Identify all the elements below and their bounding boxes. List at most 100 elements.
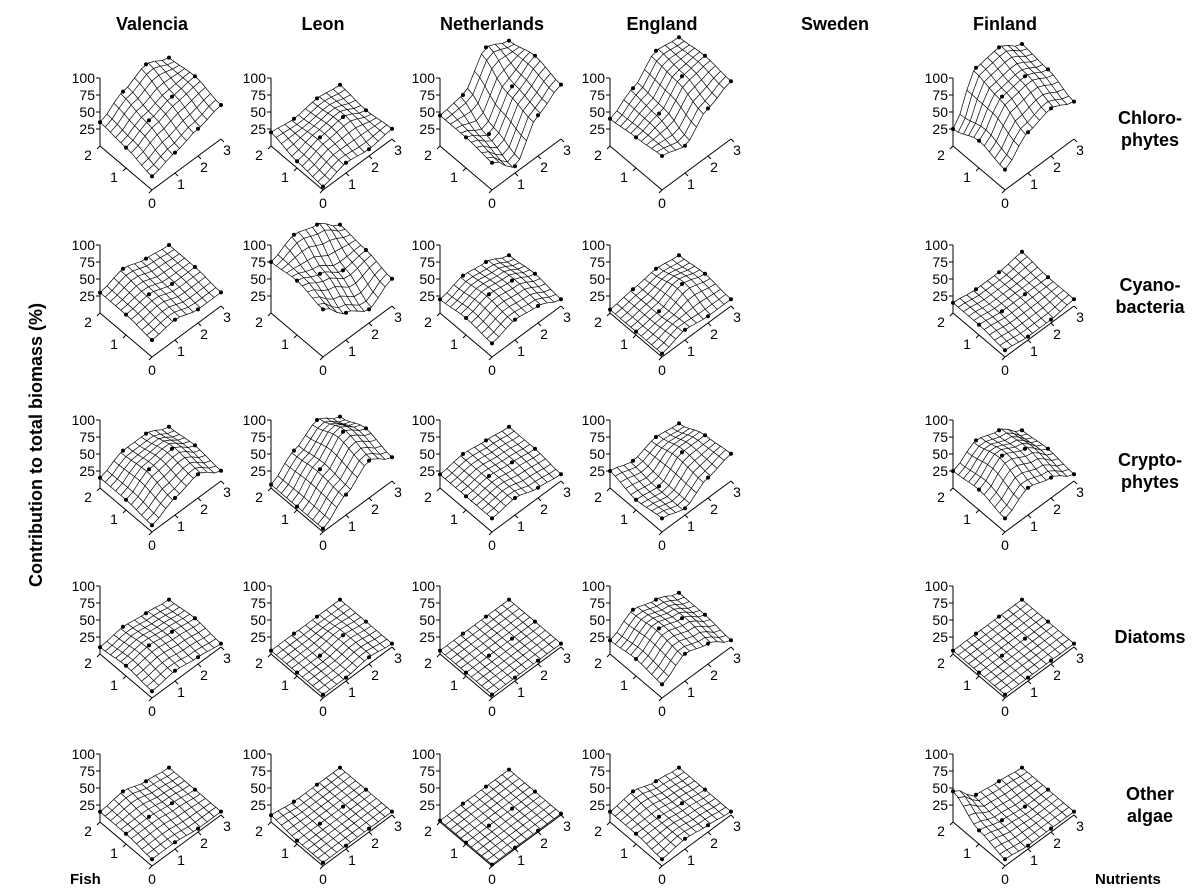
data-point <box>997 779 1001 784</box>
data-point <box>321 184 325 189</box>
surface-mesh <box>1001 45 1054 108</box>
nutrient-axis <box>151 646 222 699</box>
z-tick-label: 25 <box>250 797 266 813</box>
nutrient-tick <box>684 172 689 177</box>
surface-mesh <box>501 604 555 649</box>
surface-mesh <box>276 89 346 138</box>
data-point <box>364 619 368 624</box>
data-point <box>683 143 687 148</box>
data-point <box>703 787 707 792</box>
surface-mesh <box>444 258 515 304</box>
surface-mesh <box>494 609 548 655</box>
column-title: Finland <box>973 14 1037 34</box>
z-tick-label: 50 <box>250 780 266 796</box>
data-point <box>706 314 710 319</box>
data-point <box>318 271 322 276</box>
surface-mesh <box>151 470 222 526</box>
nutrient-tick-label: 3 <box>223 818 231 834</box>
fish-tick <box>293 167 298 172</box>
z-tick-label: 25 <box>932 463 948 479</box>
data-point <box>315 782 319 787</box>
data-point <box>1046 787 1050 792</box>
fish-label: Fish <box>70 871 101 888</box>
nutrient-tick-label: 1 <box>517 852 525 868</box>
fish-tick-label: 1 <box>963 336 971 352</box>
nutrient-tick-label: 3 <box>394 650 402 666</box>
z-tick-label: 50 <box>79 271 95 287</box>
surface-mesh <box>460 96 513 168</box>
surface-mesh <box>134 77 187 141</box>
data-point <box>559 811 563 816</box>
data-point <box>997 614 1001 619</box>
surface-mesh <box>658 597 711 643</box>
surface-mesh <box>281 94 351 144</box>
data-point <box>677 765 681 770</box>
nutrient-tick-label: 2 <box>540 326 548 342</box>
nutrient-tick-label: 2 <box>200 835 208 851</box>
surface-mesh <box>968 266 1038 317</box>
data-point <box>680 616 684 621</box>
data-point <box>367 826 371 831</box>
data-point <box>167 243 171 247</box>
nutrient-tick <box>707 497 712 502</box>
data-point <box>536 485 540 490</box>
data-point <box>484 45 488 50</box>
nutrient-tick <box>197 322 202 327</box>
z-tick-label: 50 <box>250 612 266 628</box>
surface-mesh <box>120 784 190 830</box>
fish-tick-label: 1 <box>110 677 118 693</box>
surface-mesh <box>1014 45 1068 105</box>
surface-mesh <box>640 60 711 142</box>
surface-mesh <box>637 285 690 328</box>
data-point <box>269 130 273 135</box>
z-tick-label: 75 <box>79 87 95 103</box>
data-point <box>559 82 563 87</box>
nutrient-axis <box>1004 305 1075 358</box>
fish-tick-label: 2 <box>594 823 602 839</box>
data-point <box>657 626 661 631</box>
nutrient-tick-label: 2 <box>710 835 718 851</box>
data-point <box>1020 249 1024 254</box>
nutrient-tick-label: 1 <box>348 852 356 868</box>
data-point <box>295 838 299 843</box>
nutrient-tick <box>684 848 689 853</box>
nutrient-tick-label: 3 <box>733 309 741 325</box>
fish-tick-label: 0 <box>658 703 666 719</box>
nutrient-tick <box>197 831 202 836</box>
data-point <box>729 79 733 84</box>
surface-mesh <box>312 101 365 153</box>
nutrient-tick-label: 1 <box>348 684 356 700</box>
surface-mesh <box>332 225 386 288</box>
nutrient-axis <box>491 138 562 191</box>
fish-tick <box>975 509 980 514</box>
nutrient-tick <box>220 305 225 310</box>
surface-mesh <box>973 616 1044 669</box>
data-point <box>367 307 371 312</box>
data-point <box>660 857 664 862</box>
nutrient-tick <box>1073 305 1078 310</box>
data-point <box>219 641 223 646</box>
fish-tick-label: 2 <box>424 314 432 330</box>
data-point <box>706 641 710 646</box>
nutrient-tick-label: 3 <box>1076 650 1084 666</box>
data-point <box>703 53 707 58</box>
data-point <box>490 862 494 867</box>
z-tick-label: 75 <box>419 87 435 103</box>
data-point <box>683 506 687 511</box>
surface-mesh <box>623 621 677 666</box>
z-tick-label: 75 <box>932 254 948 270</box>
data-point <box>533 271 537 276</box>
data-point <box>631 607 635 612</box>
nutrient-axis <box>491 814 562 867</box>
data-point <box>536 658 540 663</box>
surface-mesh <box>968 612 1038 665</box>
surface-mesh <box>270 84 341 133</box>
data-point <box>464 840 468 845</box>
data-point <box>341 268 345 273</box>
fish-tick <box>96 653 101 658</box>
nutrient-axis <box>1004 814 1075 867</box>
